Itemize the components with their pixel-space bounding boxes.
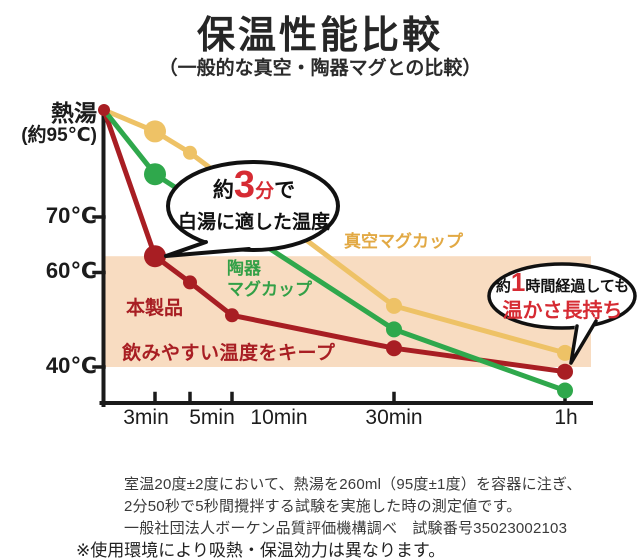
line-陶器マグカップ <box>101 107 568 393</box>
page-title: 保温性能比較 <box>196 15 443 57</box>
marker-真空マグカップ-3min <box>144 120 166 143</box>
bubble2-big-number: 1 <box>510 267 526 297</box>
bubble1-line1: 約3分で <box>170 166 338 211</box>
y-tick-marks <box>92 215 106 369</box>
marker-本製品-start <box>98 104 110 116</box>
bubble2-suffix: 時間経過しても <box>525 278 630 295</box>
x-tick-label-10min: 10min <box>250 406 308 429</box>
bubble1-unit: 分 <box>255 181 275 202</box>
x-tick-label-3min: 3min <box>123 406 169 429</box>
bubble2-line1: 約1時間経過しても <box>492 269 633 300</box>
y-label-95c: (約95℃) <box>21 125 97 146</box>
series-label-ceramic-mug: 陶器 マグカップ <box>227 258 312 300</box>
series-label-vacuum-mug: 真空マグカップ <box>344 232 463 251</box>
footer-line-2: 2分50秒で5秒間攪拌する試験を実施した時の測定値です。 <box>124 498 522 515</box>
marker-陶器マグカップ-1h <box>557 382 573 399</box>
bubble1-prefix: 約 <box>212 179 234 202</box>
series-markers <box>98 104 573 399</box>
marker-本製品-5min <box>183 275 197 290</box>
bubble1-suffix: で <box>274 179 296 202</box>
speech-bubble-1h-text: 約1時間経過しても 温かさ長持ち <box>492 269 633 323</box>
bubble2-line2: 温かさ長持ち <box>502 300 623 322</box>
marker-真空マグカップ-1h <box>557 344 573 361</box>
bubble1-line2: 白湯に適した温度 <box>177 212 330 233</box>
x-tick-label-1h: 1h <box>554 406 578 429</box>
marker-真空マグカップ-30min <box>386 297 402 314</box>
series-label-ceramic-line1: 陶器 <box>227 259 261 278</box>
bubble1-big-number: 3 <box>233 164 256 206</box>
y-label-hot-water: 熱湯 <box>51 100 97 126</box>
marker-本製品-30min <box>386 340 402 357</box>
marker-真空マグカップ-5min <box>183 145 197 160</box>
y-tick-label-70: 70℃ <box>45 203 97 228</box>
speech-bubble-3min-shape <box>164 160 340 258</box>
band-note-label: 飲みやすい温度をキープ <box>122 343 336 364</box>
footer-disclaimer: ※使用環境により吸熱・保温効力は異なります。 <box>76 541 446 558</box>
series-label-ceramic-line2: マグカップ <box>227 280 312 299</box>
footer-line-1: 室温20度±2度において、熱湯を260ml（95度±1度）を容器に注ぎ、 <box>124 476 582 493</box>
y-tick-label-60: 60℃ <box>45 258 97 283</box>
bubble2-prefix: 約 <box>495 278 511 295</box>
marker-本製品-10min <box>225 308 239 323</box>
y-tick-label-40: 40℃ <box>45 353 97 378</box>
x-tick-label-5min: 5min <box>189 406 235 429</box>
speech-bubble-3min-text: 約3分で 白湯に適した温度 <box>170 166 338 235</box>
footer-line-3: 一般社団法人ボーケン品質評価機構調べ 試験番号35023002103 <box>124 520 568 537</box>
marker-本製品-3min <box>144 245 166 268</box>
line-本製品 <box>101 107 568 375</box>
x-tick-marks <box>153 391 567 405</box>
marker-陶器マグカップ-30min <box>386 321 402 338</box>
chart-axes <box>92 105 593 407</box>
series-label-product: 本製品 <box>126 298 184 319</box>
x-tick-label-30min: 30min <box>365 406 423 429</box>
marker-本製品-1h <box>557 363 573 380</box>
page-subtitle: （一般的な真空・陶器マグとの比較） <box>158 58 482 79</box>
speech-bubble-1h-shape <box>487 262 637 365</box>
marker-陶器マグカップ-3min <box>144 163 166 186</box>
